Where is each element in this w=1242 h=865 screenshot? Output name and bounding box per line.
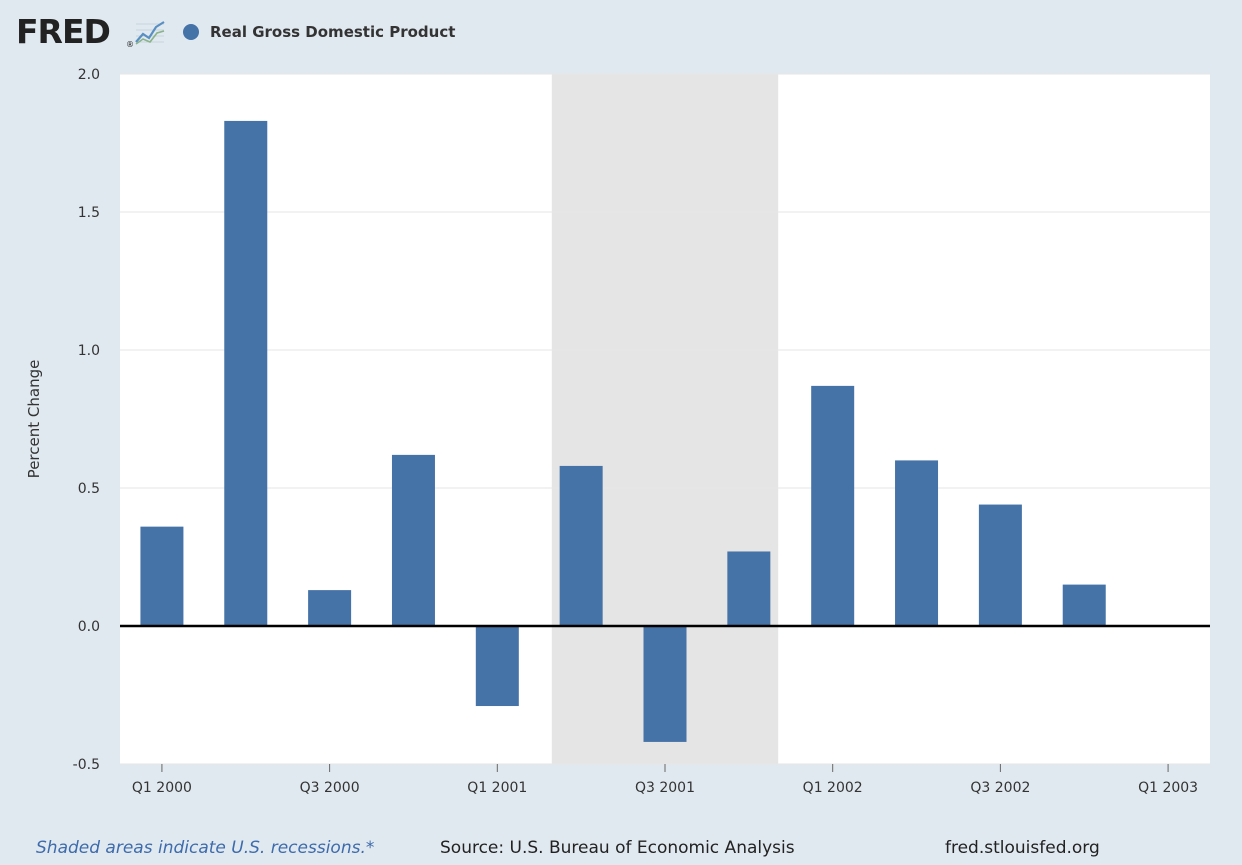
legend-series-label[interactable]: Real Gross Domestic Product xyxy=(210,23,456,41)
y-tick-label: 1.5 xyxy=(78,205,100,221)
gridlines xyxy=(120,73,1210,765)
bar[interactable]: Q1 2002: 0.87 xyxy=(811,385,855,626)
line-graph-icon xyxy=(134,18,166,46)
x-tick-label: Q1 2000 xyxy=(132,780,192,796)
y-tick-label: -0.5 xyxy=(73,757,100,773)
bar[interactable]: Q4 2000: 0.62 xyxy=(391,454,435,626)
y-axis-title: Percent Change xyxy=(25,360,43,479)
source-text: Source: U.S. Bureau of Economic Analysis xyxy=(440,838,795,858)
x-tick-label: Q3 2002 xyxy=(970,780,1030,796)
bar-series[interactable]: Q1 2000: 0.36 Q2 2000: 1.83 Q3 2000: 0.13 Q… xyxy=(140,120,1106,742)
x-tick-label: Q3 2000 xyxy=(300,780,360,796)
x-tick-label: Q1 2001 xyxy=(467,780,527,796)
fred-logo[interactable]: FRED xyxy=(16,12,111,51)
bar[interactable]: Q2 2001: 0.58 xyxy=(559,465,603,626)
y-tick-label: 0.0 xyxy=(78,619,100,635)
bar[interactable]: Q4 2001: 0.27 xyxy=(727,551,771,626)
registered-mark: ® xyxy=(126,40,134,49)
bar[interactable]: Q1 2000: 0.36 xyxy=(140,526,184,626)
bar[interactable]: Q3 2000: 0.13 xyxy=(308,590,352,626)
x-tick-label: Q1 2002 xyxy=(803,780,863,796)
bar[interactable]: Q4 2002: 0.15 xyxy=(1062,584,1106,626)
x-tick-label: Q1 2003 xyxy=(1138,780,1198,796)
bar[interactable]: Q3 2002: 0.44 xyxy=(978,504,1022,626)
x-axis: Q1 2000 Q3 2000 Q1 2001 Q3 2001 Q1 2002 Q3 20… xyxy=(132,764,1198,796)
bar[interactable]: Q2 2000: 1.83 xyxy=(224,120,268,627)
y-tick-label: 2.0 xyxy=(78,67,100,83)
site-link[interactable]: fred.stlouisfed.org xyxy=(945,838,1100,858)
circle-marker-icon xyxy=(183,24,199,40)
bar[interactable]: Q2 2002: 0.6 xyxy=(895,460,939,626)
bar[interactable]: Q1 2001: -0.29 xyxy=(475,626,519,707)
y-axis: -0.5 0.0 0.5 1.0 1.5 2.0 xyxy=(73,67,100,773)
y-tick-label: 0.5 xyxy=(78,481,100,497)
recession-note: Shaded areas indicate U.S. recessions.* xyxy=(36,838,375,858)
chart-header: FRED ® Real Gross Domestic Product xyxy=(0,0,1242,64)
x-tick-label: Q3 2001 xyxy=(635,780,695,796)
y-tick-label: 1.0 xyxy=(78,343,100,359)
bar[interactable]: Q3 2001: -0.42 xyxy=(643,626,687,742)
